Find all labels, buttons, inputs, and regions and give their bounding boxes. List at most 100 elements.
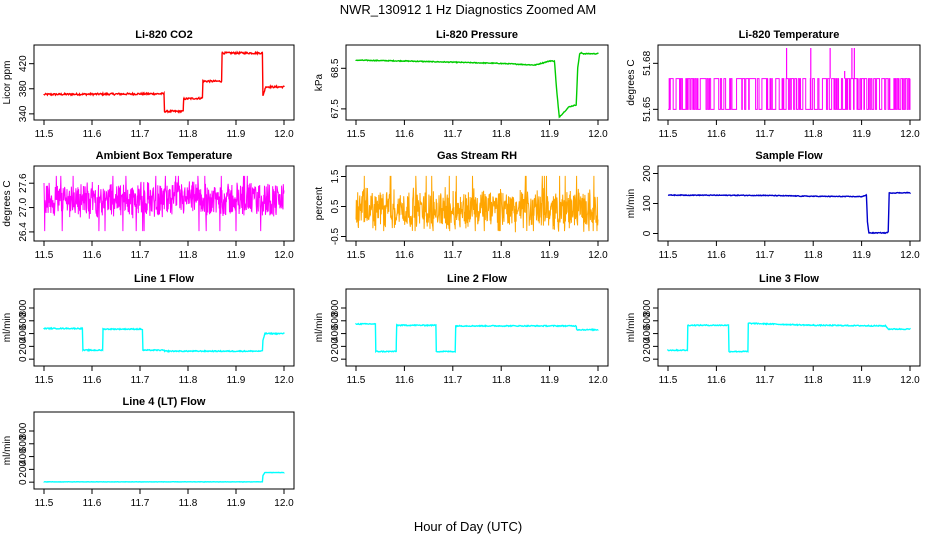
- series-line: [667, 191, 911, 235]
- y-tick-label: 800: [18, 422, 29, 439]
- x-tick-label: 12.0: [274, 498, 294, 509]
- x-tick-label: 12.0: [274, 129, 294, 140]
- x-tick-label: 11.5: [659, 129, 678, 140]
- y-tick-label: 68.5: [330, 58, 341, 78]
- series-line: [43, 471, 285, 483]
- panels-group: Li-820 CO2 Licor ppm 11.5 11.6 11.7 11.8 11.9 1…: [2, 29, 921, 509]
- x-tick-label: 11.5: [35, 375, 54, 386]
- y-tick-label: 600: [642, 312, 653, 329]
- y-tick-label: 100: [642, 195, 653, 212]
- chart-panel: Li-820 CO2 Licor ppm 11.5 11.6 11.7 11.8 11.9 1…: [2, 29, 295, 140]
- series-line: [43, 175, 285, 232]
- y-tick-label: 600: [18, 435, 29, 452]
- y-axis-label: ml/min: [314, 313, 325, 342]
- plot-frame: [33, 44, 295, 121]
- panel-title: Line 1 Flow: [134, 273, 194, 285]
- data-series: [43, 50, 285, 114]
- plot-frame: [345, 44, 609, 121]
- panel-title: Gas Stream RH: [437, 150, 517, 162]
- x-tick-label: 12.0: [274, 250, 294, 261]
- x-tick-label: 11.5: [347, 375, 366, 386]
- y-tick-label: 800: [642, 299, 653, 316]
- x-tick-label: 12.0: [900, 129, 920, 140]
- y-axis-label: kPa: [314, 73, 325, 91]
- chart-panel: Li-820 Temperature degrees C 11.5 11.6 11.7 1…: [626, 29, 921, 140]
- data-series: [43, 471, 285, 483]
- y-tick-label: 380: [18, 80, 29, 97]
- series-line: [668, 78, 911, 110]
- x-tick-label: 11.9: [540, 375, 559, 386]
- y-tick-label: 400: [18, 448, 29, 465]
- y-tick-label: 400: [642, 325, 653, 342]
- y-tick-label: 27.6: [18, 173, 29, 193]
- chart-panel: Line 2 Flow ml/min 11.5 11.6 11.7 11.8 11.9 12.…: [314, 273, 609, 386]
- x-tick-label: 11.9: [540, 250, 559, 261]
- x-tick-label: 11.7: [443, 129, 462, 140]
- panel-title: Li-820 Pressure: [436, 29, 518, 41]
- x-tick-label: 11.5: [659, 375, 678, 386]
- x-tick-label: 11.6: [395, 250, 414, 261]
- chart-panel: Line 1 Flow ml/min 11.5 11.6 11.7 11.8 11.9 12.…: [2, 273, 295, 386]
- y-axis-label: degrees C: [2, 180, 13, 226]
- y-tick-label: 1.5: [330, 169, 341, 183]
- data-series: [355, 322, 599, 354]
- plot-frame: [345, 288, 609, 367]
- panel-title: Line 4 (LT) Flow: [123, 396, 206, 408]
- y-tick-label: 400: [330, 325, 341, 342]
- x-tick-label: 11.6: [83, 498, 102, 509]
- x-tick-label: 11.7: [755, 250, 774, 261]
- y-tick-label: 26.4: [18, 222, 29, 242]
- y-tick-label: 200: [18, 461, 29, 478]
- plot-frame: [657, 288, 921, 367]
- x-tick-label: 11.8: [804, 375, 823, 386]
- x-tick-label: 11.6: [83, 375, 102, 386]
- y-axis-label: degrees C: [626, 59, 637, 105]
- x-tick-label: 12.0: [588, 250, 608, 261]
- y-tick-label: 0: [18, 356, 29, 362]
- x-tick-label: 11.6: [707, 375, 726, 386]
- x-tick-label: 12.0: [900, 375, 920, 386]
- data-series: [43, 175, 285, 232]
- x-tick-label: 11.7: [755, 375, 774, 386]
- x-tick-label: 11.8: [492, 250, 511, 261]
- x-tick-label: 11.7: [443, 375, 462, 386]
- x-tick-label: 11.8: [179, 498, 198, 509]
- y-tick-label: 340: [18, 105, 29, 122]
- x-tick-label: 11.7: [131, 129, 150, 140]
- y-axis-label: ml/min: [2, 313, 13, 342]
- chart-panel: Li-820 Pressure kPa 11.5 11.6 11.7 11.8 11.9 12…: [314, 29, 609, 140]
- y-tick-label: 27.0: [18, 197, 29, 217]
- x-tick-label: 11.9: [540, 129, 559, 140]
- y-tick-label: 600: [18, 312, 29, 329]
- y-tick-label: 67.5: [330, 99, 341, 119]
- x-tick-label: 11.8: [179, 129, 198, 140]
- panel-title: Sample Flow: [755, 150, 823, 162]
- y-axis-label: ml/min: [2, 436, 13, 465]
- chart-panel: Sample Flow ml/min 11.5 11.6 11.7 11.8 11.9 12.…: [626, 150, 921, 261]
- y-tick-label: 200: [642, 338, 653, 355]
- x-tick-label: 11.8: [179, 375, 198, 386]
- panel-title: Li-820 CO2: [135, 29, 192, 41]
- chart-panel: Line 3 Flow ml/min 11.5 11.6 11.7 11.8 11.9 12.…: [626, 273, 921, 386]
- x-tick-label: 11.8: [492, 129, 511, 140]
- x-tick-label: 11.7: [131, 498, 150, 509]
- data-series: [668, 48, 911, 110]
- x-tick-label: 11.9: [227, 498, 246, 509]
- y-tick-label: 800: [18, 299, 29, 316]
- plot-frame: [657, 44, 921, 121]
- x-tick-label: 12.0: [588, 375, 608, 386]
- panel-title: Line 2 Flow: [447, 273, 507, 285]
- data-series: [355, 51, 599, 119]
- x-tick-label: 11.7: [755, 129, 774, 140]
- x-tick-label: 11.5: [35, 250, 54, 261]
- y-tick-label: 400: [18, 325, 29, 342]
- x-tick-label: 11.8: [804, 250, 823, 261]
- x-tick-label: 11.5: [35, 129, 54, 140]
- y-axis-label: Licor ppm: [2, 61, 13, 105]
- series-line: [43, 326, 285, 353]
- y-axis-label: ml/min: [626, 189, 637, 218]
- y-tick-label: 0: [330, 356, 341, 362]
- y-axis-label: ml/min: [626, 313, 637, 342]
- plot-frame: [657, 165, 921, 242]
